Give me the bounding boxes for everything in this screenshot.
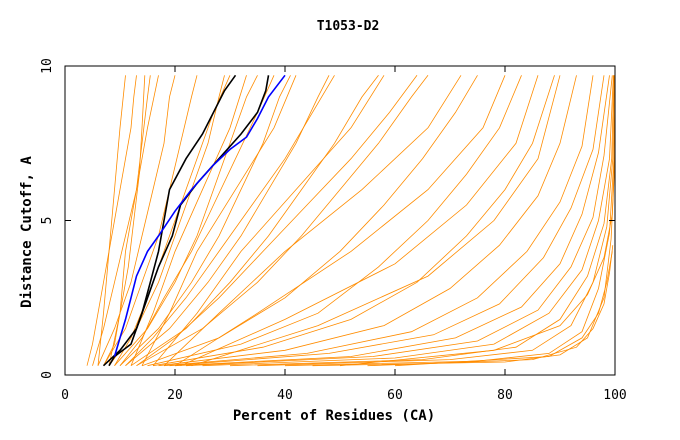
- series-line-model-orange-16: [169, 75, 605, 367]
- series-line-model-orange-32: [163, 75, 462, 366]
- series-line-model-orange-33: [174, 75, 506, 367]
- series-line-model-orange-10: [136, 75, 429, 367]
- series-line-model-orange-38: [125, 75, 335, 366]
- series-line-model-orange-01: [86, 75, 137, 366]
- series-line-model-orange-35: [191, 75, 561, 367]
- series-line-model-orange-29: [130, 75, 247, 366]
- x-axis: 0 20 40 60 80 100: [61, 66, 627, 403]
- y-tick-label: 10: [40, 58, 55, 74]
- series-line-model-orange-22: [284, 75, 616, 367]
- series-line-model-orange-17: [174, 75, 610, 367]
- series-line-model-orange-25: [394, 251, 613, 367]
- series-line-model-black-01: [108, 74, 237, 367]
- series-line-model-orange-11: [141, 75, 478, 367]
- series-line-model-orange-30: [141, 75, 297, 366]
- series-line-model-orange-02: [92, 75, 151, 366]
- series-line-model-orange-08: [125, 75, 330, 367]
- series-line-model-orange-19: [202, 75, 614, 367]
- series-line-model-orange-21: [257, 75, 615, 367]
- series-line-model-orange-04: [103, 75, 198, 366]
- y-tick-label: 0: [40, 371, 55, 379]
- series-line-model-orange-18: [185, 75, 613, 367]
- x-axis-label: Percent of Residues (CA): [233, 408, 435, 424]
- series-line-model-orange-06: [114, 75, 258, 366]
- series-line-model-orange-26: [339, 75, 616, 367]
- series-line-model-orange-13: [152, 75, 555, 367]
- series-line-model-orange-07: [119, 75, 291, 366]
- series-line-model-orange-24: [367, 245, 614, 367]
- series-line-model-orange-03: [97, 75, 176, 366]
- series-line-model-orange-20: [229, 75, 615, 367]
- series-line-model-blue-01: [113, 74, 286, 357]
- series-line-model-orange-31: [152, 75, 385, 366]
- x-tick-label: 40: [277, 388, 293, 403]
- chart-title: T1053-D2: [317, 19, 380, 34]
- series-line-model-orange-34: [180, 75, 539, 367]
- x-tick-label: 20: [167, 388, 183, 403]
- x-tick-label: 80: [497, 388, 513, 403]
- series-line-model-orange-37: [119, 75, 275, 366]
- plot-series: [86, 74, 616, 367]
- series-line-model-orange-15: [163, 75, 594, 367]
- series-line-model-orange-40: [103, 75, 146, 366]
- x-tick-label: 0: [61, 388, 69, 403]
- y-tick-label: 5: [40, 217, 55, 225]
- y-axis-label: Distance Cutoff, A: [19, 156, 35, 308]
- series-line-model-orange-23: [312, 75, 616, 367]
- x-tick-label: 100: [603, 388, 626, 403]
- x-tick-label: 60: [387, 388, 403, 403]
- series-line-model-orange-39: [136, 75, 418, 367]
- series-line-model-orange-14: [158, 75, 577, 367]
- y-axis: 0 5 10: [40, 58, 615, 379]
- series-line-model-orange-28: [97, 75, 126, 366]
- series-line-model-orange-12: [147, 75, 522, 367]
